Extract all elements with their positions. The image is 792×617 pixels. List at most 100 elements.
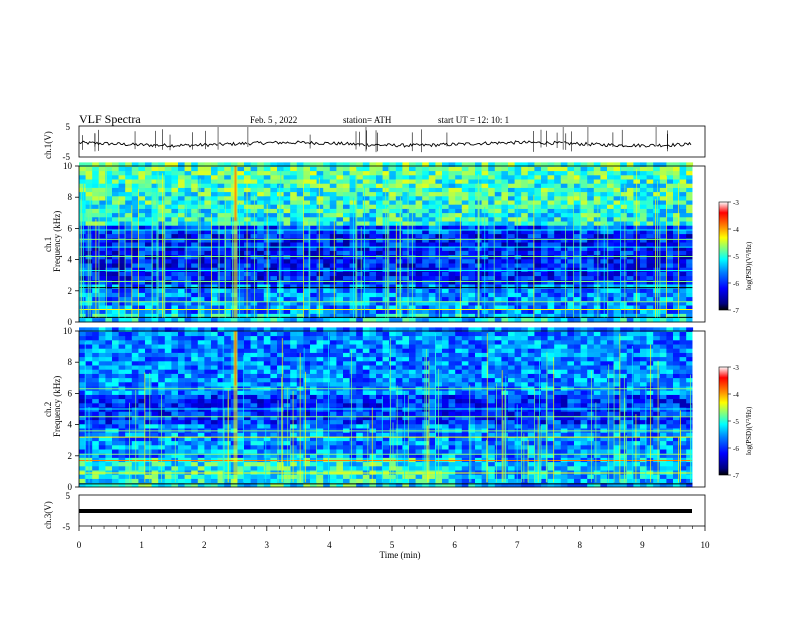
spec-cell: [251, 348, 258, 353]
spec-cell: [297, 280, 304, 285]
spec-cell: [323, 280, 330, 285]
spec-cell: [132, 432, 139, 437]
spec-cell: [211, 175, 218, 180]
spec-cell: [587, 204, 594, 209]
spec-cell: [435, 293, 442, 298]
spec-cell: [462, 221, 469, 226]
spec-cell: [376, 234, 383, 239]
spec-cell: [297, 272, 304, 277]
spec-cell: [581, 225, 588, 230]
spec-cell: [376, 204, 383, 209]
spec-cell: [251, 479, 258, 484]
spec-cell: [462, 242, 469, 247]
spec-cell: [105, 378, 112, 383]
spec-cell: [317, 200, 324, 205]
spec-cell: [178, 200, 185, 205]
spec-cell: [185, 225, 192, 230]
spec-cell: [119, 369, 126, 374]
spec-cell: [251, 420, 258, 425]
spec-cell: [138, 395, 145, 400]
spec-cell: [79, 171, 86, 176]
spec-cell: [119, 432, 126, 437]
spec-cell: [442, 272, 449, 277]
spec-cell: [284, 204, 291, 209]
spec-cell: [138, 217, 145, 222]
spec-cell: [422, 209, 429, 214]
spec-cell: [587, 255, 594, 259]
spec-cell: [290, 416, 297, 421]
spec-cell: [396, 238, 403, 243]
spec-cell: [185, 420, 192, 425]
spec-cell: [429, 297, 436, 302]
spec-cell: [614, 276, 621, 281]
spec-cell: [495, 209, 502, 214]
spec-cell: [185, 217, 192, 222]
spec-cell: [284, 420, 291, 425]
spec-cell: [462, 238, 469, 243]
spec-cell: [614, 204, 621, 209]
spec-cell: [191, 445, 198, 450]
spec-cell: [158, 348, 165, 353]
spec-cell: [317, 179, 324, 184]
spec-cell: [521, 175, 528, 180]
spec-cell: [660, 272, 667, 277]
spec-cell: [171, 234, 178, 239]
spec-cell: [376, 196, 383, 201]
spec-cell: [666, 309, 673, 314]
spec-cell: [468, 293, 475, 298]
spec-cell: [171, 251, 178, 256]
spec-cell: [145, 361, 152, 366]
spec-cell: [152, 411, 159, 416]
spec-cell: [396, 297, 403, 302]
spec-cell: [284, 382, 291, 387]
spec-cell: [165, 196, 172, 201]
spec-cell: [534, 288, 541, 293]
spec-cell: [290, 293, 297, 298]
spec-cell: [442, 242, 449, 247]
spec-cell: [449, 293, 456, 298]
spec-cell: [99, 234, 106, 239]
spec-cell: [185, 357, 192, 362]
spec-cell: [119, 234, 126, 239]
spec-cell: [548, 225, 555, 230]
spec-cell: [620, 251, 627, 256]
spec-cell: [257, 445, 264, 450]
spec-cell: [647, 297, 654, 302]
spec-cell: [145, 255, 152, 259]
spec-cell: [660, 200, 667, 205]
spec-cell: [389, 209, 396, 214]
spec-cell: [330, 196, 337, 201]
spec-cell: [211, 204, 218, 209]
spec-cell: [257, 403, 264, 408]
spec-cell: [145, 259, 152, 264]
spec-cell: [99, 272, 106, 277]
spec-cell: [165, 474, 172, 479]
spec-cell: [561, 171, 568, 176]
spec-cell: [165, 167, 172, 172]
spec-cell: [521, 293, 528, 298]
spec-cell: [92, 361, 99, 366]
spec-cell: [673, 171, 680, 176]
spec-cell: [211, 420, 218, 425]
spec-cell: [561, 209, 568, 214]
spec-cell: [119, 272, 126, 277]
spec-cell: [534, 272, 541, 277]
spec-cell: [647, 259, 654, 264]
spec-cell: [508, 183, 515, 188]
spec-cell: [449, 251, 456, 256]
spec-cell: [185, 293, 192, 298]
spec-cell: [290, 242, 297, 247]
spec-cell: [284, 378, 291, 383]
spec-cell: [462, 217, 469, 222]
spec-cell: [620, 263, 627, 268]
spec-cell: [211, 441, 218, 446]
spec-cell: [317, 213, 324, 218]
spec-cell: [257, 378, 264, 383]
spec-cell: [270, 336, 277, 341]
spec-cell: [515, 221, 522, 226]
spec-cell: [112, 445, 119, 450]
spec-cell: [541, 238, 548, 243]
spec-cell: [429, 217, 436, 222]
spec-cell: [237, 340, 244, 345]
spec-cell: [666, 179, 673, 184]
